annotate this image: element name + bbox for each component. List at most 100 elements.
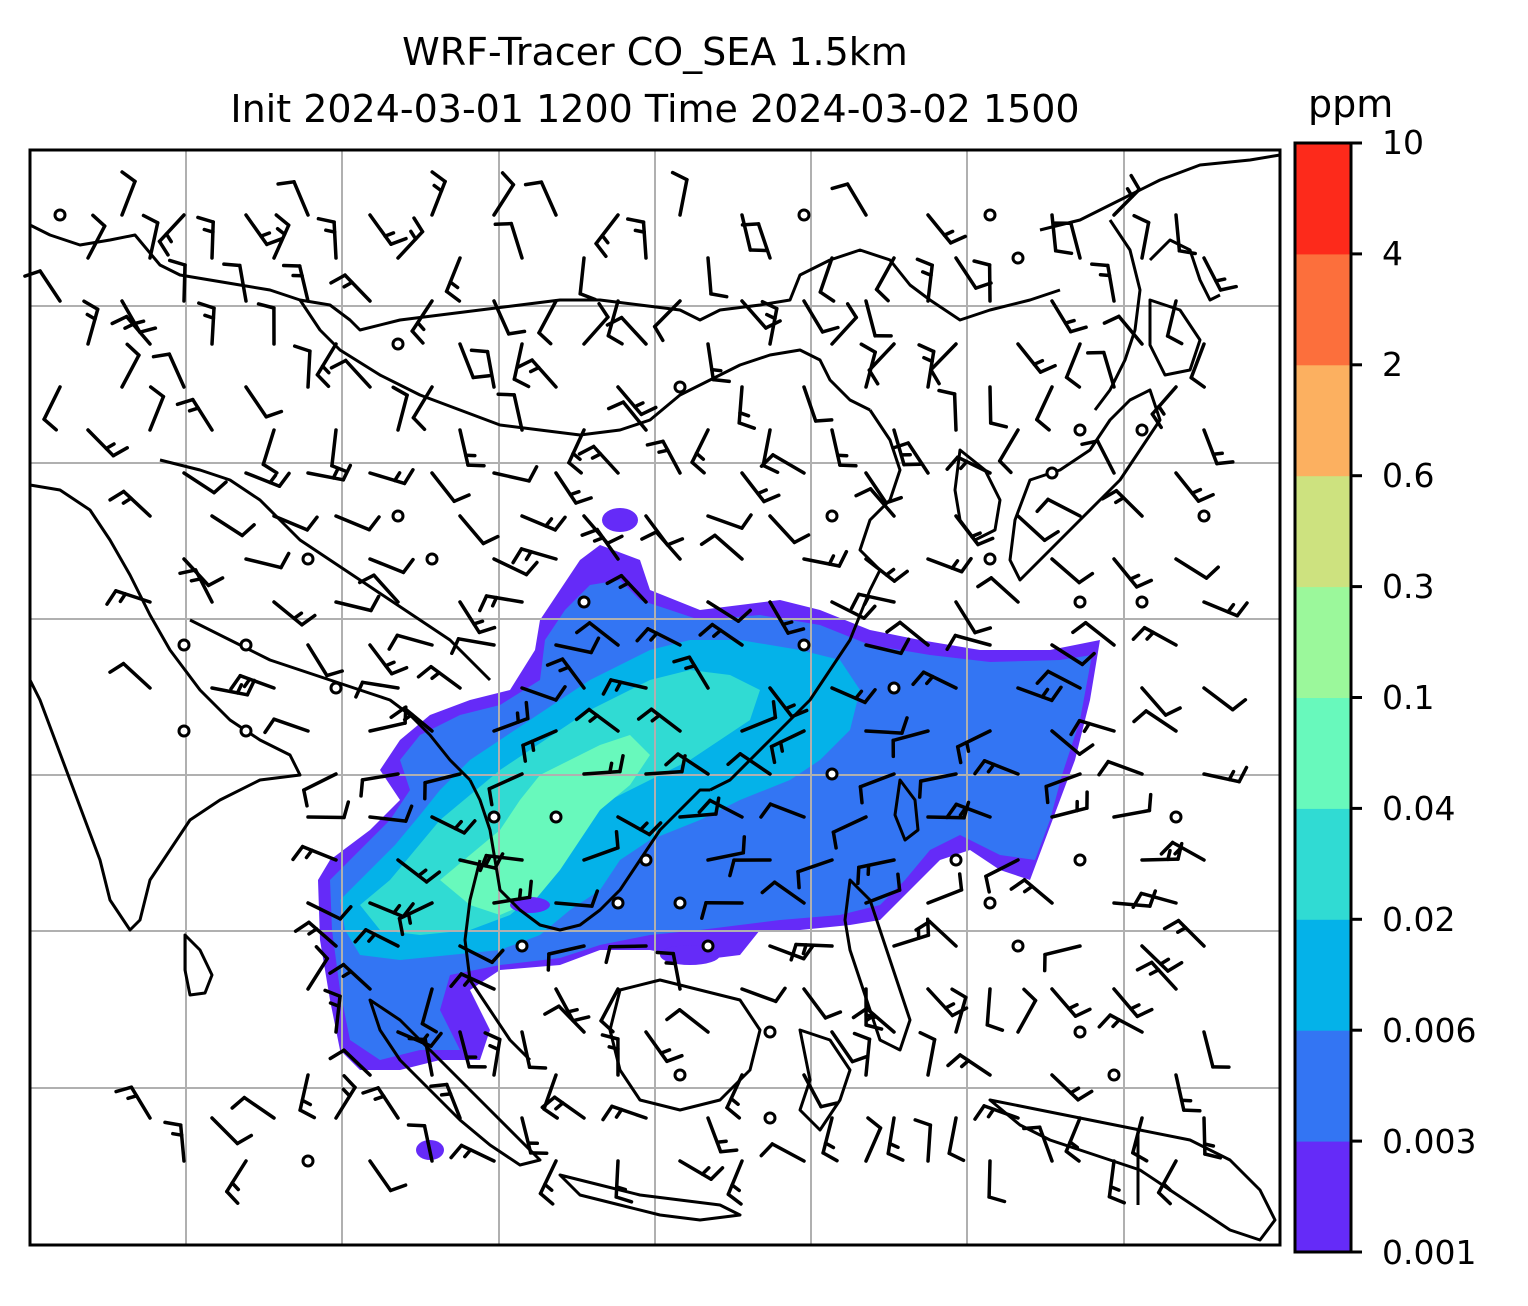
wind-barb-staff (1112, 901, 1152, 908)
wind-barb-staff (708, 798, 744, 819)
wind-barb-feather (784, 703, 796, 711)
wind-barb-feather (900, 716, 909, 735)
wind-barb-feather (108, 661, 126, 674)
island-taiwan (893, 778, 920, 842)
wind-barb-staff (1016, 998, 1038, 1034)
wind-barb-staff (802, 987, 828, 1020)
wind-barb-staff (1202, 772, 1241, 784)
wind-barb-feather (866, 1116, 883, 1130)
wind-barb-feather (614, 830, 620, 850)
wind-barb-feather (387, 633, 400, 651)
wind-barb-feather (823, 1141, 836, 1150)
wind-barb-feather (1159, 840, 1175, 856)
wind-barb-staff (148, 221, 160, 260)
calm-wind-circle (639, 853, 653, 867)
wind-barb-feather (972, 259, 992, 267)
wind-barb-staff (1150, 385, 1178, 416)
wind-barb-feather (700, 1166, 711, 1176)
wind-barb-staff (445, 1082, 462, 1120)
wind-barb-feather (544, 517, 554, 528)
calm-wind-markers (53, 208, 1211, 1168)
wind-barb-feather (361, 1086, 380, 1095)
wind-barb-staff (619, 315, 648, 346)
wind-barb-feather (353, 928, 368, 944)
wind-barb-staff (616, 385, 644, 417)
wind-barb-feather (652, 324, 665, 343)
wind-barb-staff (1069, 221, 1082, 260)
wind-barb-feather (264, 409, 284, 419)
wind-barb-feather (849, 592, 861, 611)
wind-barb-feather (493, 221, 514, 227)
wind-barb-feather (359, 778, 365, 798)
wind-barb-feather (412, 216, 425, 234)
wind-barb-staff (300, 844, 338, 862)
wind-barb-feather (665, 1053, 684, 1064)
wind-barb-staff (926, 557, 964, 574)
wind-barb-feather (1182, 1108, 1202, 1113)
wind-barb-staff (954, 802, 992, 819)
wind-barb-feather (1063, 318, 1076, 325)
wind-barb-staff (794, 942, 834, 948)
wind-barb-feather (1203, 1152, 1223, 1160)
wind-barb-staff (1016, 686, 1054, 703)
wind-barb-feather (655, 950, 676, 956)
wind-barb-feather (1090, 262, 1110, 268)
wind-barb-staff (952, 392, 958, 432)
wind-barb-feather (1080, 439, 1100, 447)
wind-barb-feather (606, 400, 626, 411)
wind-barb-feather (864, 1023, 884, 1031)
wind-barb-feather (838, 463, 858, 468)
calm-wind-circle (797, 638, 811, 652)
wind-barb-feather (1131, 891, 1144, 909)
map-title: WRF-Tracer CO_SEA 1.5km (402, 30, 908, 74)
calm-wind-circle (425, 552, 439, 566)
colorbar-tick-label: 0.001 (1382, 1233, 1477, 1272)
wind-barb-feather (259, 231, 272, 238)
wind-barb-feather (506, 329, 527, 336)
wind-barb-staff (552, 1095, 586, 1120)
wind-barb-staff (678, 1159, 713, 1181)
wind-barb-staff (906, 441, 930, 475)
wind-barb-feather (1132, 709, 1148, 724)
wind-barb-feather (121, 496, 133, 505)
wind-barb-feather (988, 421, 1009, 429)
calm-wind-circle (1197, 509, 1211, 523)
wind-barb-staff (926, 1037, 937, 1077)
wind-barb-staff (182, 471, 216, 495)
wind-barb-staff (519, 547, 558, 561)
wind-barb-staff (272, 514, 309, 532)
wind-barb-feather (235, 683, 244, 695)
wind-barb-staff (1044, 772, 1082, 789)
wind-barb-staff (582, 846, 620, 862)
wind-barb-staff (740, 299, 768, 330)
wind-barb-feather (740, 513, 753, 530)
wind-barb-staff (769, 729, 806, 749)
calm-wind-circle (391, 509, 405, 523)
wind-barb-staff (929, 342, 958, 372)
wind-barb-feather (402, 712, 414, 722)
wind-barb-staff (120, 179, 137, 217)
calm-wind-circle (53, 208, 67, 222)
coastline-korea (953, 448, 1002, 542)
wind-barb-staff (376, 1086, 400, 1120)
colorbar-segment (1295, 143, 1351, 255)
wind-barb-feather (1166, 960, 1184, 973)
wind-barb-feather (527, 879, 533, 900)
wind-barb-staff (926, 1123, 933, 1163)
calm-wind-circle (701, 939, 715, 953)
wind-barb-feather (1163, 706, 1182, 717)
wind-barb-feather (858, 785, 864, 805)
wind-barb-feather (597, 301, 610, 319)
wind-barb-staff (567, 428, 586, 465)
wind-barb-staff (768, 686, 794, 719)
wind-barb-feather (925, 674, 935, 686)
wind-barb-staff (713, 533, 744, 561)
wind-barb-staff (770, 1142, 806, 1163)
wind-barb-staff (1165, 299, 1178, 338)
wind-barb-staff (1016, 342, 1043, 374)
wind-barb-staff (530, 358, 558, 389)
wind-barb-feather (1067, 1002, 1079, 1011)
wind-barb-feather (407, 1036, 428, 1042)
calm-wind-circle (983, 552, 997, 566)
wind-barb-staff (706, 600, 741, 623)
